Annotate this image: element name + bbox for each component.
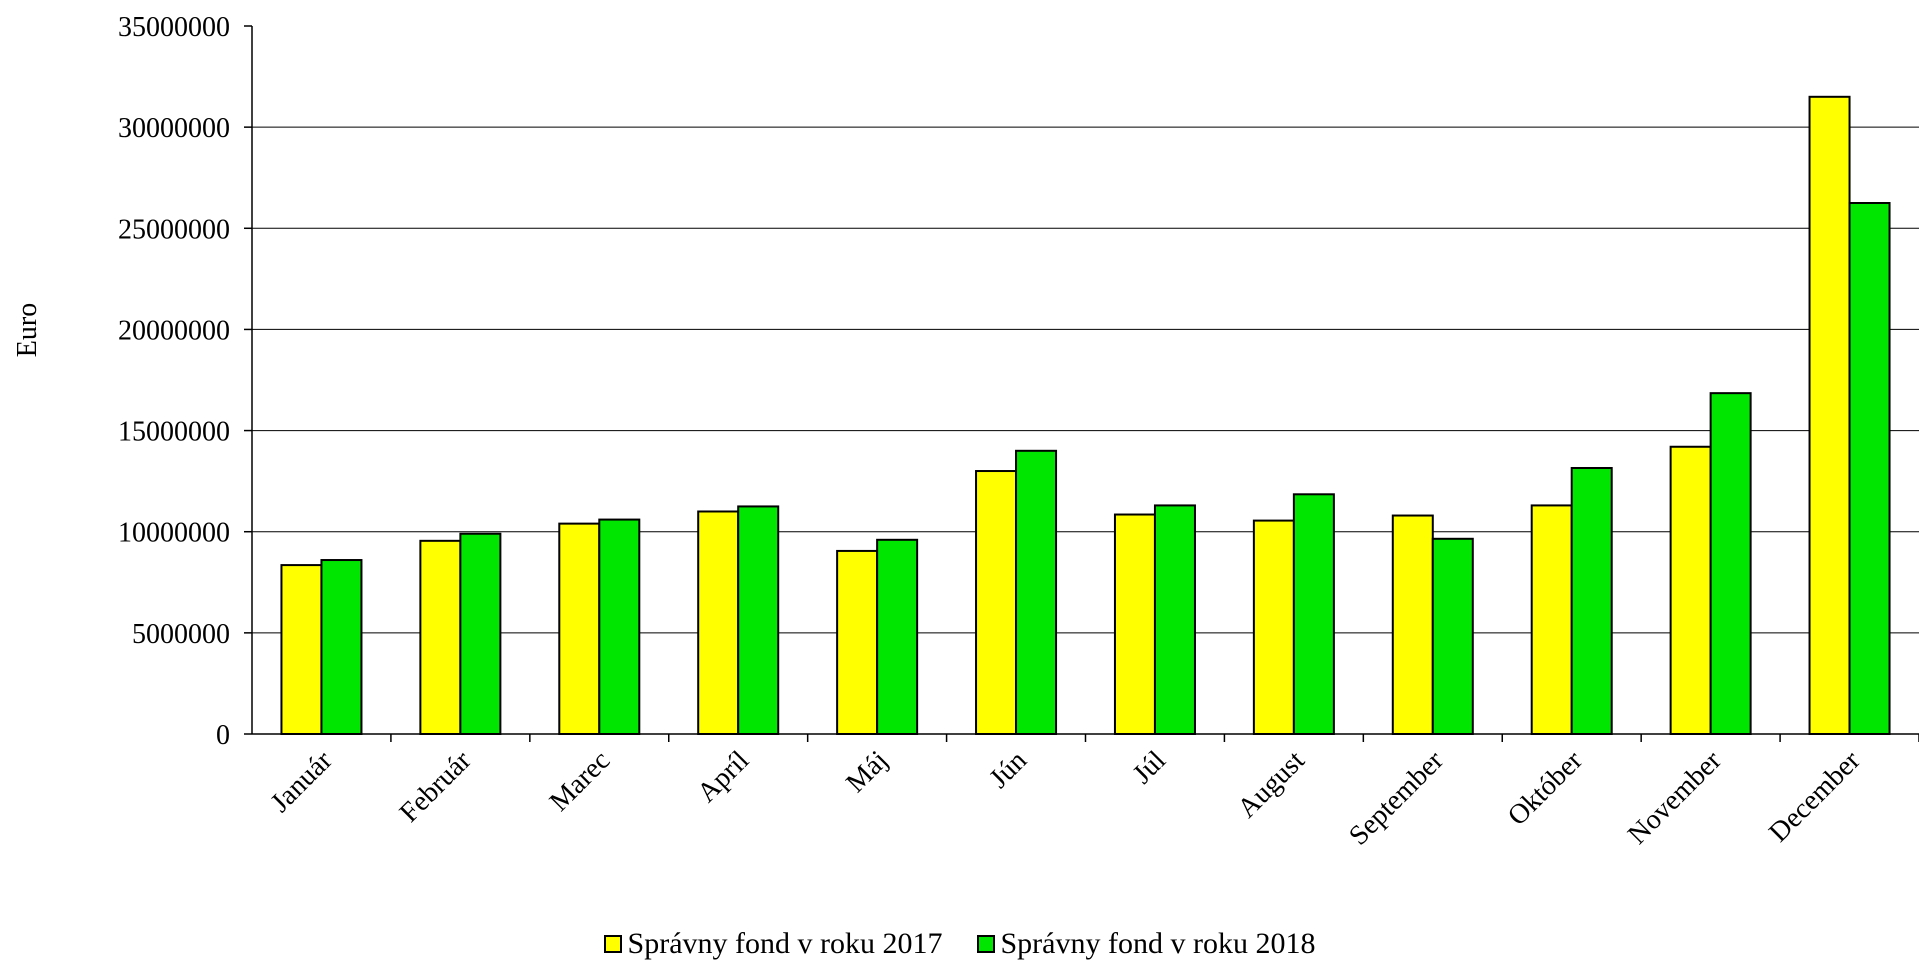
- bar-2018: [1292, 493, 1335, 736]
- bar-2018: [1709, 392, 1752, 735]
- x-tick-label: Jún: [984, 745, 1033, 794]
- bar-2017: [419, 539, 462, 735]
- bar-2017: [1113, 513, 1156, 736]
- y-axis-label: Euro: [12, 303, 43, 357]
- bar-2017: [280, 564, 323, 735]
- x-tick-labels: Január Február Marec Apríl Máj Jún Júl August Se…: [265, 745, 1867, 852]
- x-tick-label: Február: [394, 745, 478, 829]
- x-tick-label: Marec: [544, 745, 616, 817]
- x-tick-label: Apríl: [691, 745, 755, 809]
- y-tick-label: 15000000: [118, 417, 230, 448]
- bar-2017: [558, 522, 601, 735]
- y-tick-label: 20000000: [118, 315, 230, 346]
- bar-2018: [1848, 202, 1891, 735]
- bar-2017: [1530, 504, 1573, 735]
- legend-item-2018: Správny fond v roku 2018: [976, 927, 1316, 961]
- legend-swatch-2017: [603, 935, 622, 953]
- y-tick-label: 0: [216, 720, 230, 751]
- gridlines: [252, 126, 1919, 634]
- x-tick-label: November: [1622, 745, 1728, 851]
- bar-2017: [1808, 95, 1851, 736]
- bar-2017: [1391, 514, 1434, 735]
- bar-2018: [1015, 449, 1058, 735]
- bar-2018: [1153, 504, 1196, 735]
- bars: [280, 95, 1891, 736]
- bar-2018: [1570, 466, 1613, 735]
- y-tick-label: 30000000: [118, 113, 230, 144]
- bar-2017: [1669, 445, 1712, 735]
- y-tick-label: 25000000: [118, 214, 230, 245]
- legend-swatch-2018: [976, 935, 995, 953]
- bar-2017: [975, 470, 1018, 735]
- bar-2018: [320, 559, 363, 736]
- bar-2017: [1252, 519, 1295, 735]
- bar-2018: [737, 505, 780, 735]
- legend-item-2017: Správny fond v roku 2017: [603, 927, 943, 961]
- legend-label-2017: Správny fond v roku 2017: [627, 927, 943, 960]
- legend-label-2018: Správny fond v roku 2018: [1000, 927, 1316, 960]
- x-tick-label: December: [1763, 745, 1867, 849]
- x-tick-label: Október: [1502, 745, 1589, 832]
- axes: [244, 25, 1919, 742]
- x-tick-label: Máj: [840, 745, 894, 799]
- x-tick-label: Január: [265, 745, 339, 819]
- y-tick-label: 5000000: [132, 619, 230, 650]
- bar-2017: [697, 510, 740, 735]
- x-tick-label: Júl: [1127, 745, 1172, 790]
- y-tick-labels: 0 5000000 10000000 15000000 20000000 25000000…: [118, 12, 230, 751]
- y-tick-label: 35000000: [118, 12, 230, 43]
- bar-2018: [1431, 537, 1474, 736]
- y-tick-label: 10000000: [118, 518, 230, 549]
- legend: Správny fond v roku 2017 Správny fond v …: [0, 924, 1919, 964]
- x-tick-label: September: [1343, 745, 1450, 852]
- x-tick-label: August: [1232, 745, 1311, 824]
- bar-2018: [598, 518, 641, 735]
- bar-2017: [836, 549, 879, 736]
- bar-2018: [459, 532, 502, 735]
- bar-2018: [876, 538, 919, 736]
